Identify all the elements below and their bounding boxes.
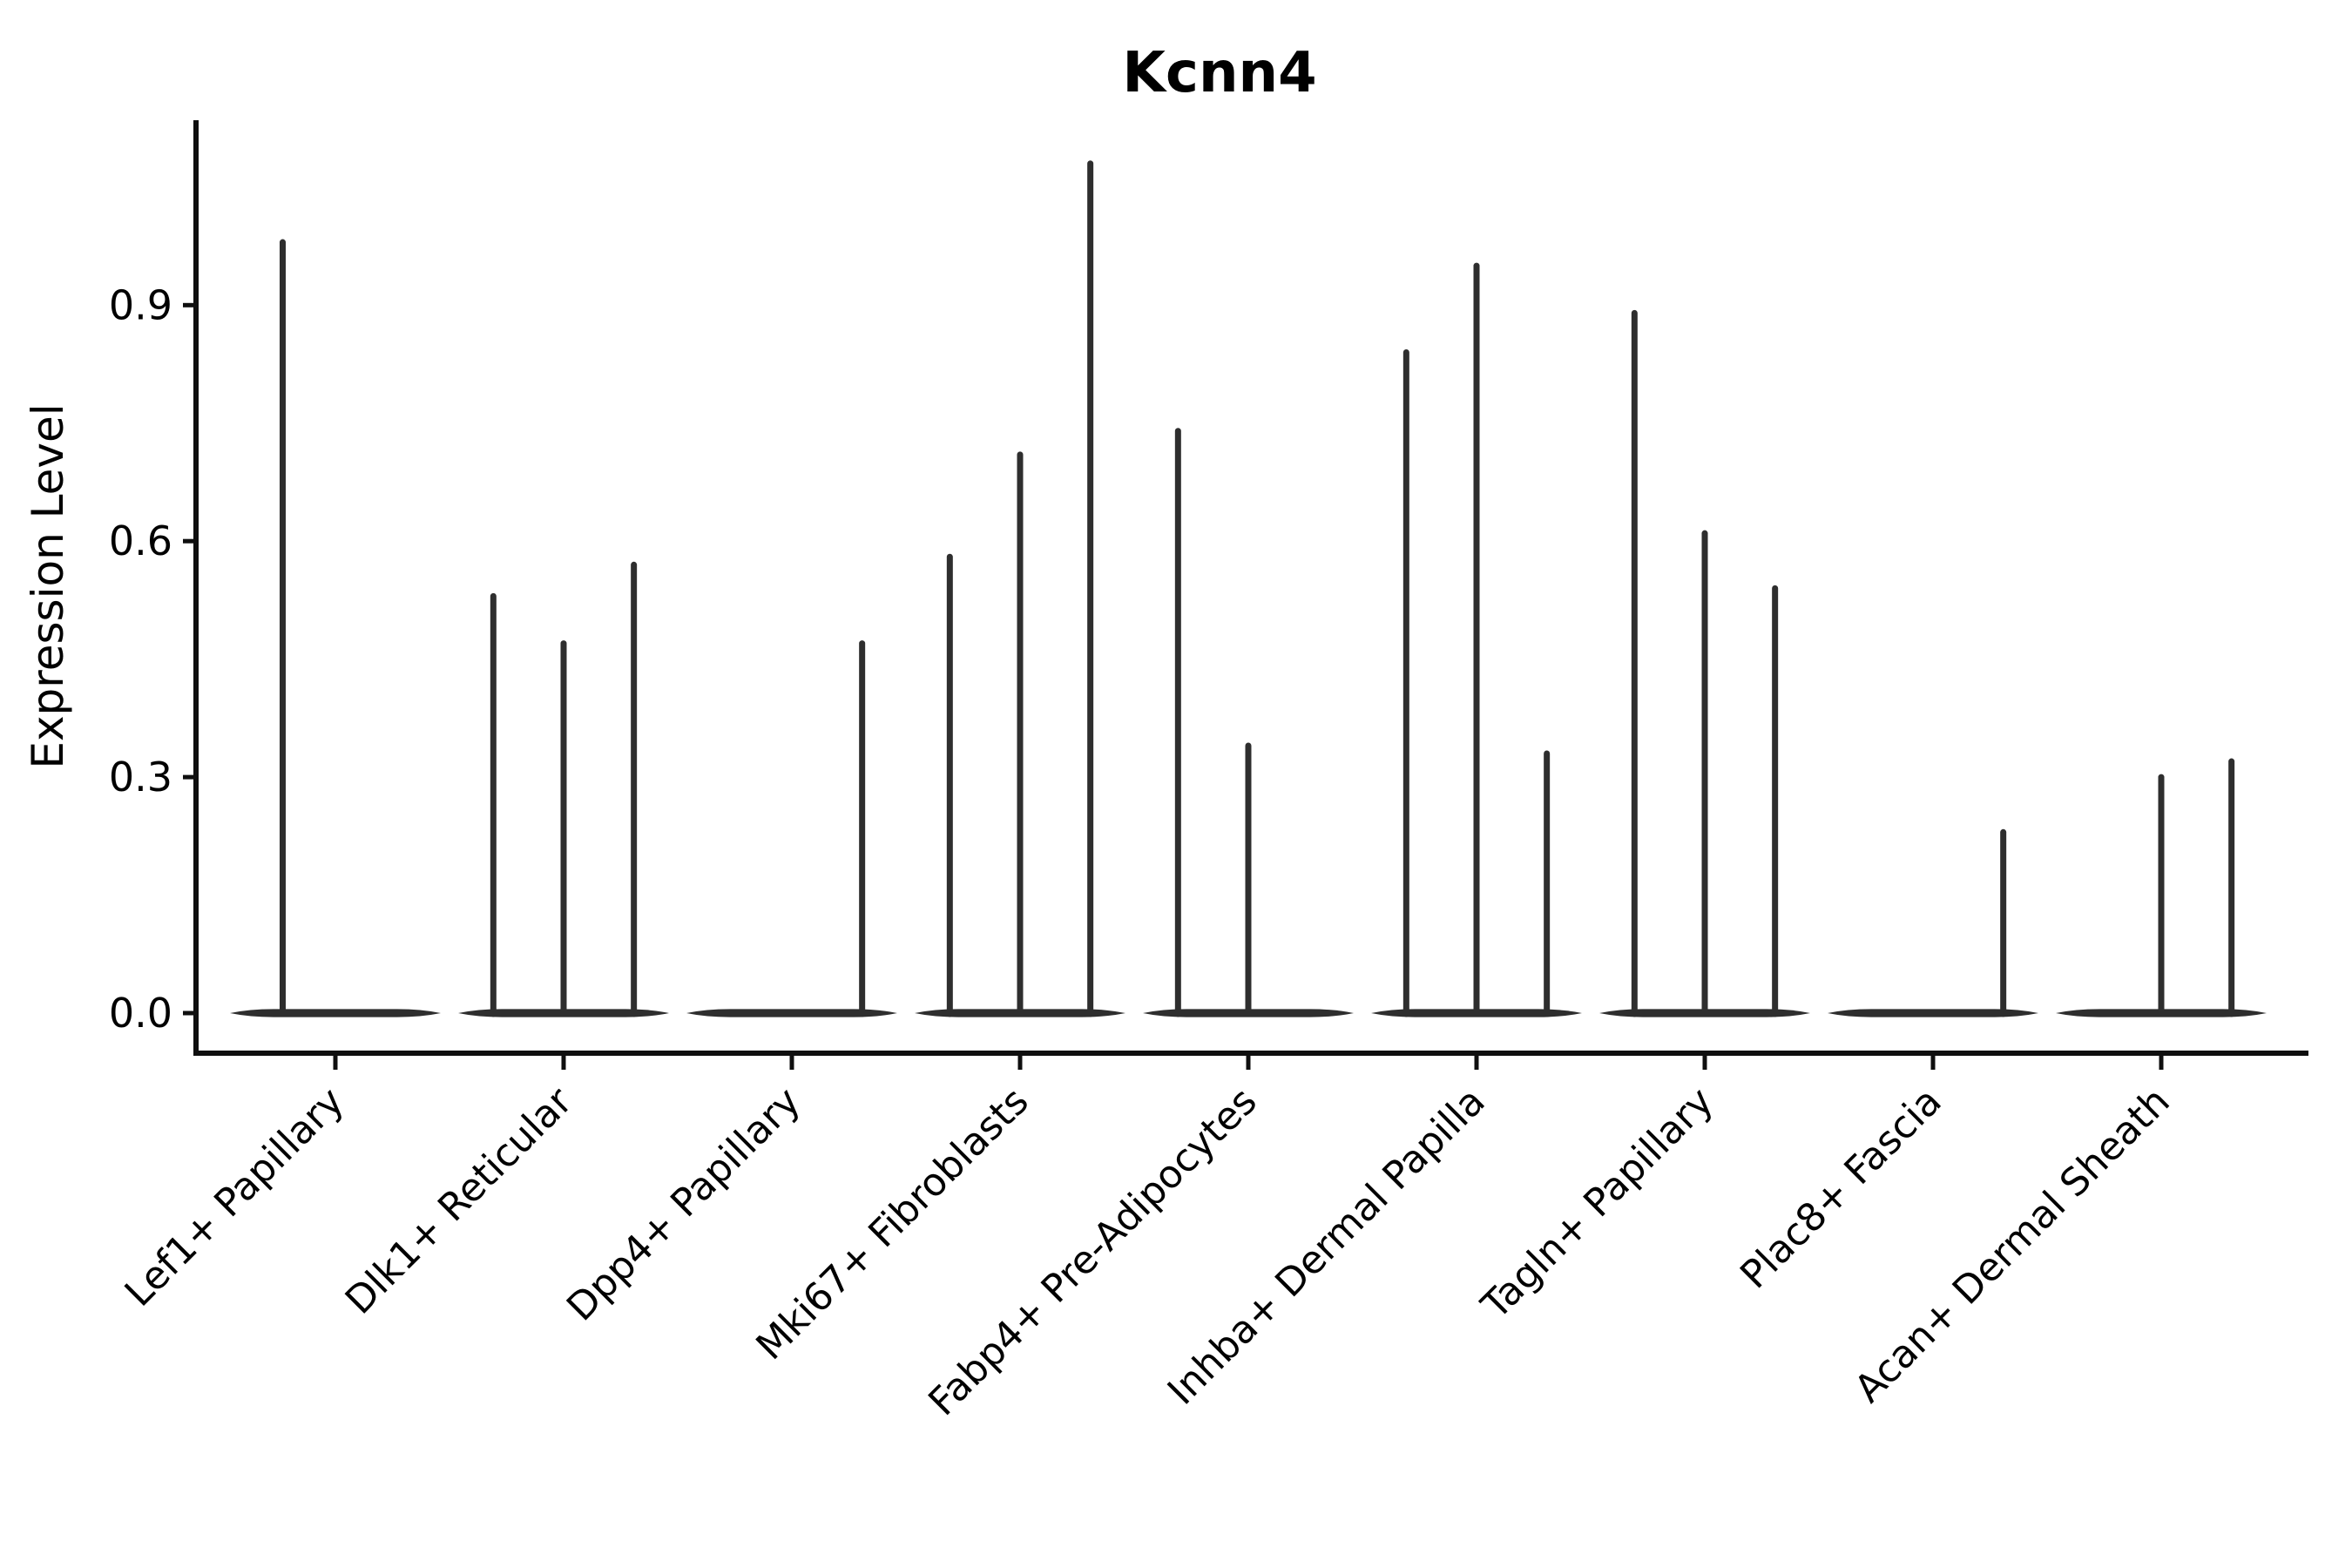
x-tick-label: Dlk1+ Reticular	[337, 1078, 582, 1323]
y-tick-label: 0.0	[109, 990, 172, 1037]
y-axis-label: Expression Level	[23, 403, 73, 768]
x-tick-label: Tagln+ Papillary	[1473, 1079, 1722, 1328]
violin-body	[458, 1009, 669, 1017]
y-tick-label: 0.6	[109, 517, 172, 564]
axes-layer	[183, 120, 2308, 1070]
violin-body	[1143, 1009, 1354, 1017]
y-tick-label: 0.9	[109, 281, 172, 328]
violin-body	[2056, 1009, 2267, 1017]
x-tick-label: Lef1+ Papillary	[117, 1079, 353, 1315]
violin-body	[1599, 1009, 1810, 1017]
violin-body	[915, 1009, 1125, 1017]
x-tick-label: Dpp4+ Papillary	[558, 1079, 809, 1330]
violins-layer	[230, 160, 2267, 1017]
violin-body	[1828, 1009, 2038, 1017]
violin-body	[230, 1009, 441, 1017]
chart-title: Kcnn4	[1122, 41, 1316, 105]
violin-body	[686, 1009, 897, 1017]
violin-body	[1371, 1009, 1582, 1017]
y-tick-label: 0.3	[109, 754, 172, 801]
x-tick-label: Plac8+ Fascia	[1732, 1079, 1950, 1298]
